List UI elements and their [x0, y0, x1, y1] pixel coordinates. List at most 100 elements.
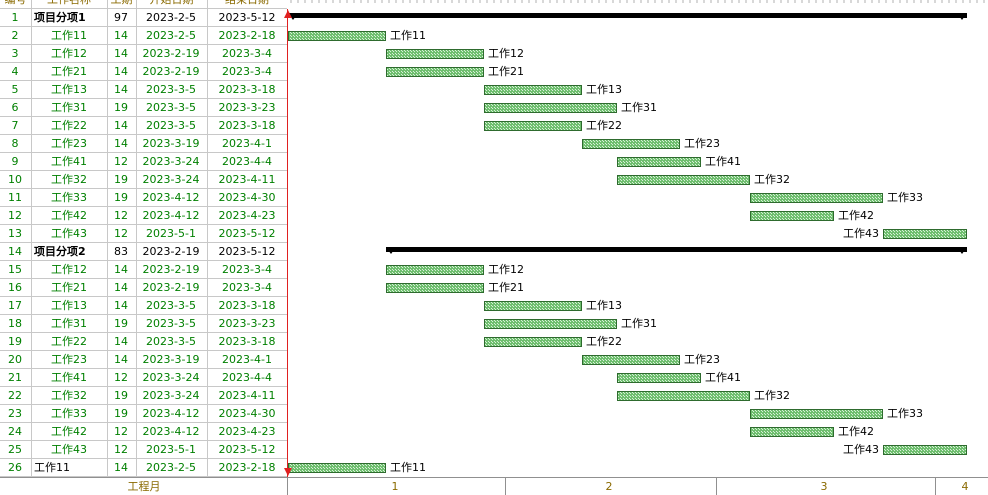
end-date: 2023-4-11 — [219, 173, 276, 186]
row-id: 18 — [8, 317, 22, 330]
start-date: 2023-4-12 — [143, 425, 200, 438]
column-header: 结束日期 — [225, 0, 269, 6]
row-id: 26 — [8, 461, 22, 474]
start-date: 2023-4-12 — [143, 209, 200, 222]
end-date: 2023-3-4 — [222, 65, 272, 78]
task-name: 工作21 — [51, 281, 87, 294]
start-date: 2023-3-19 — [143, 137, 200, 150]
row-id: 6 — [12, 101, 19, 114]
task-name: 工作13 — [51, 299, 87, 312]
start-date: 2023-2-19 — [143, 263, 200, 276]
duration: 12 — [114, 371, 128, 384]
duration: 12 — [114, 425, 128, 438]
task-bar — [484, 121, 582, 131]
duration: 19 — [114, 173, 128, 186]
column-header: 工作名称 — [47, 0, 91, 6]
end-date: 2023-4-23 — [219, 425, 276, 438]
end-date: 2023-4-30 — [219, 407, 276, 420]
task-bar — [386, 49, 484, 59]
row-id: 9 — [12, 155, 19, 168]
row-id: 11 — [8, 191, 22, 204]
bar-label: 工作21 — [488, 65, 524, 78]
bar-label: 工作33 — [887, 407, 923, 420]
task-bar — [883, 445, 967, 455]
task-name: 项目分项1 — [34, 10, 86, 24]
start-date: 2023-3-24 — [143, 155, 200, 168]
end-date: 2023-5-12 — [219, 245, 276, 258]
task-bar — [484, 85, 582, 95]
bar-label: 工作13 — [586, 299, 622, 312]
task-bar — [484, 301, 582, 311]
end-date: 2023-4-1 — [222, 137, 272, 150]
summary-cap — [288, 13, 298, 20]
start-date: 2023-5-1 — [146, 227, 196, 240]
bar-label: 工作42 — [838, 209, 874, 222]
task-bar — [617, 157, 701, 167]
row-id: 22 — [8, 389, 22, 402]
row-id: 12 — [8, 209, 22, 222]
start-date: 2023-2-5 — [146, 29, 196, 42]
task-name: 工作41 — [51, 371, 87, 384]
summary-cap — [957, 13, 967, 20]
row-id: 14 — [8, 245, 22, 258]
end-date: 2023-5-12 — [219, 443, 276, 456]
row-id: 16 — [8, 281, 22, 294]
duration: 12 — [114, 209, 128, 222]
task-name: 工作43 — [51, 443, 87, 456]
bar-label: 工作42 — [838, 425, 874, 438]
end-date: 2023-2-18 — [219, 461, 276, 474]
task-bar — [386, 67, 484, 77]
task-name: 工作43 — [51, 227, 87, 240]
task-bar — [750, 211, 834, 221]
task-name: 工作41 — [51, 155, 87, 168]
end-date: 2023-3-18 — [219, 335, 276, 348]
bar-label: 工作31 — [621, 317, 657, 330]
bar-label: 工作41 — [705, 155, 741, 168]
row-id: 24 — [8, 425, 22, 438]
bar-label: 工作31 — [621, 101, 657, 114]
duration: 83 — [114, 245, 128, 258]
row-id: 4 — [12, 65, 19, 78]
bar-label: 工作43 — [843, 443, 879, 456]
task-bar — [883, 229, 967, 239]
start-date: 2023-2-19 — [143, 47, 200, 60]
row-id: 1 — [12, 11, 19, 24]
month-label: 2 — [606, 480, 613, 493]
duration: 14 — [114, 281, 128, 294]
end-date: 2023-4-4 — [222, 371, 272, 384]
duration: 14 — [114, 29, 128, 42]
task-bar — [484, 103, 617, 113]
start-date: 2023-3-24 — [143, 389, 200, 402]
start-date: 2023-2-19 — [143, 281, 200, 294]
task-bar — [750, 427, 834, 437]
duration: 14 — [114, 47, 128, 60]
bar-label: 工作11 — [390, 29, 426, 42]
task-name: 工作12 — [51, 47, 87, 60]
start-date: 2023-4-12 — [143, 407, 200, 420]
task-name: 工作32 — [51, 173, 87, 186]
end-date: 2023-4-23 — [219, 209, 276, 222]
task-bar — [288, 463, 386, 473]
start-date: 2023-3-5 — [146, 119, 196, 132]
row-id: 5 — [12, 83, 19, 96]
start-date: 2023-4-12 — [143, 191, 200, 204]
row-id: 21 — [8, 371, 22, 384]
task-name: 工作33 — [51, 407, 87, 420]
start-date: 2023-3-24 — [143, 173, 200, 186]
duration: 19 — [114, 101, 128, 114]
duration: 14 — [114, 335, 128, 348]
bar-label: 工作13 — [586, 83, 622, 96]
task-name: 工作33 — [51, 191, 87, 204]
task-bar — [582, 139, 680, 149]
row-id: 15 — [8, 263, 22, 276]
task-name: 工作31 — [51, 101, 87, 114]
start-date: 2023-3-5 — [146, 299, 196, 312]
duration: 14 — [114, 299, 128, 312]
row-id: 7 — [12, 119, 19, 132]
end-date: 2023-3-4 — [222, 281, 272, 294]
bar-label: 工作41 — [705, 371, 741, 384]
row-id: 17 — [8, 299, 22, 312]
end-date: 2023-3-18 — [219, 83, 276, 96]
end-date: 2023-3-23 — [219, 317, 276, 330]
task-name: 工作13 — [51, 83, 87, 96]
